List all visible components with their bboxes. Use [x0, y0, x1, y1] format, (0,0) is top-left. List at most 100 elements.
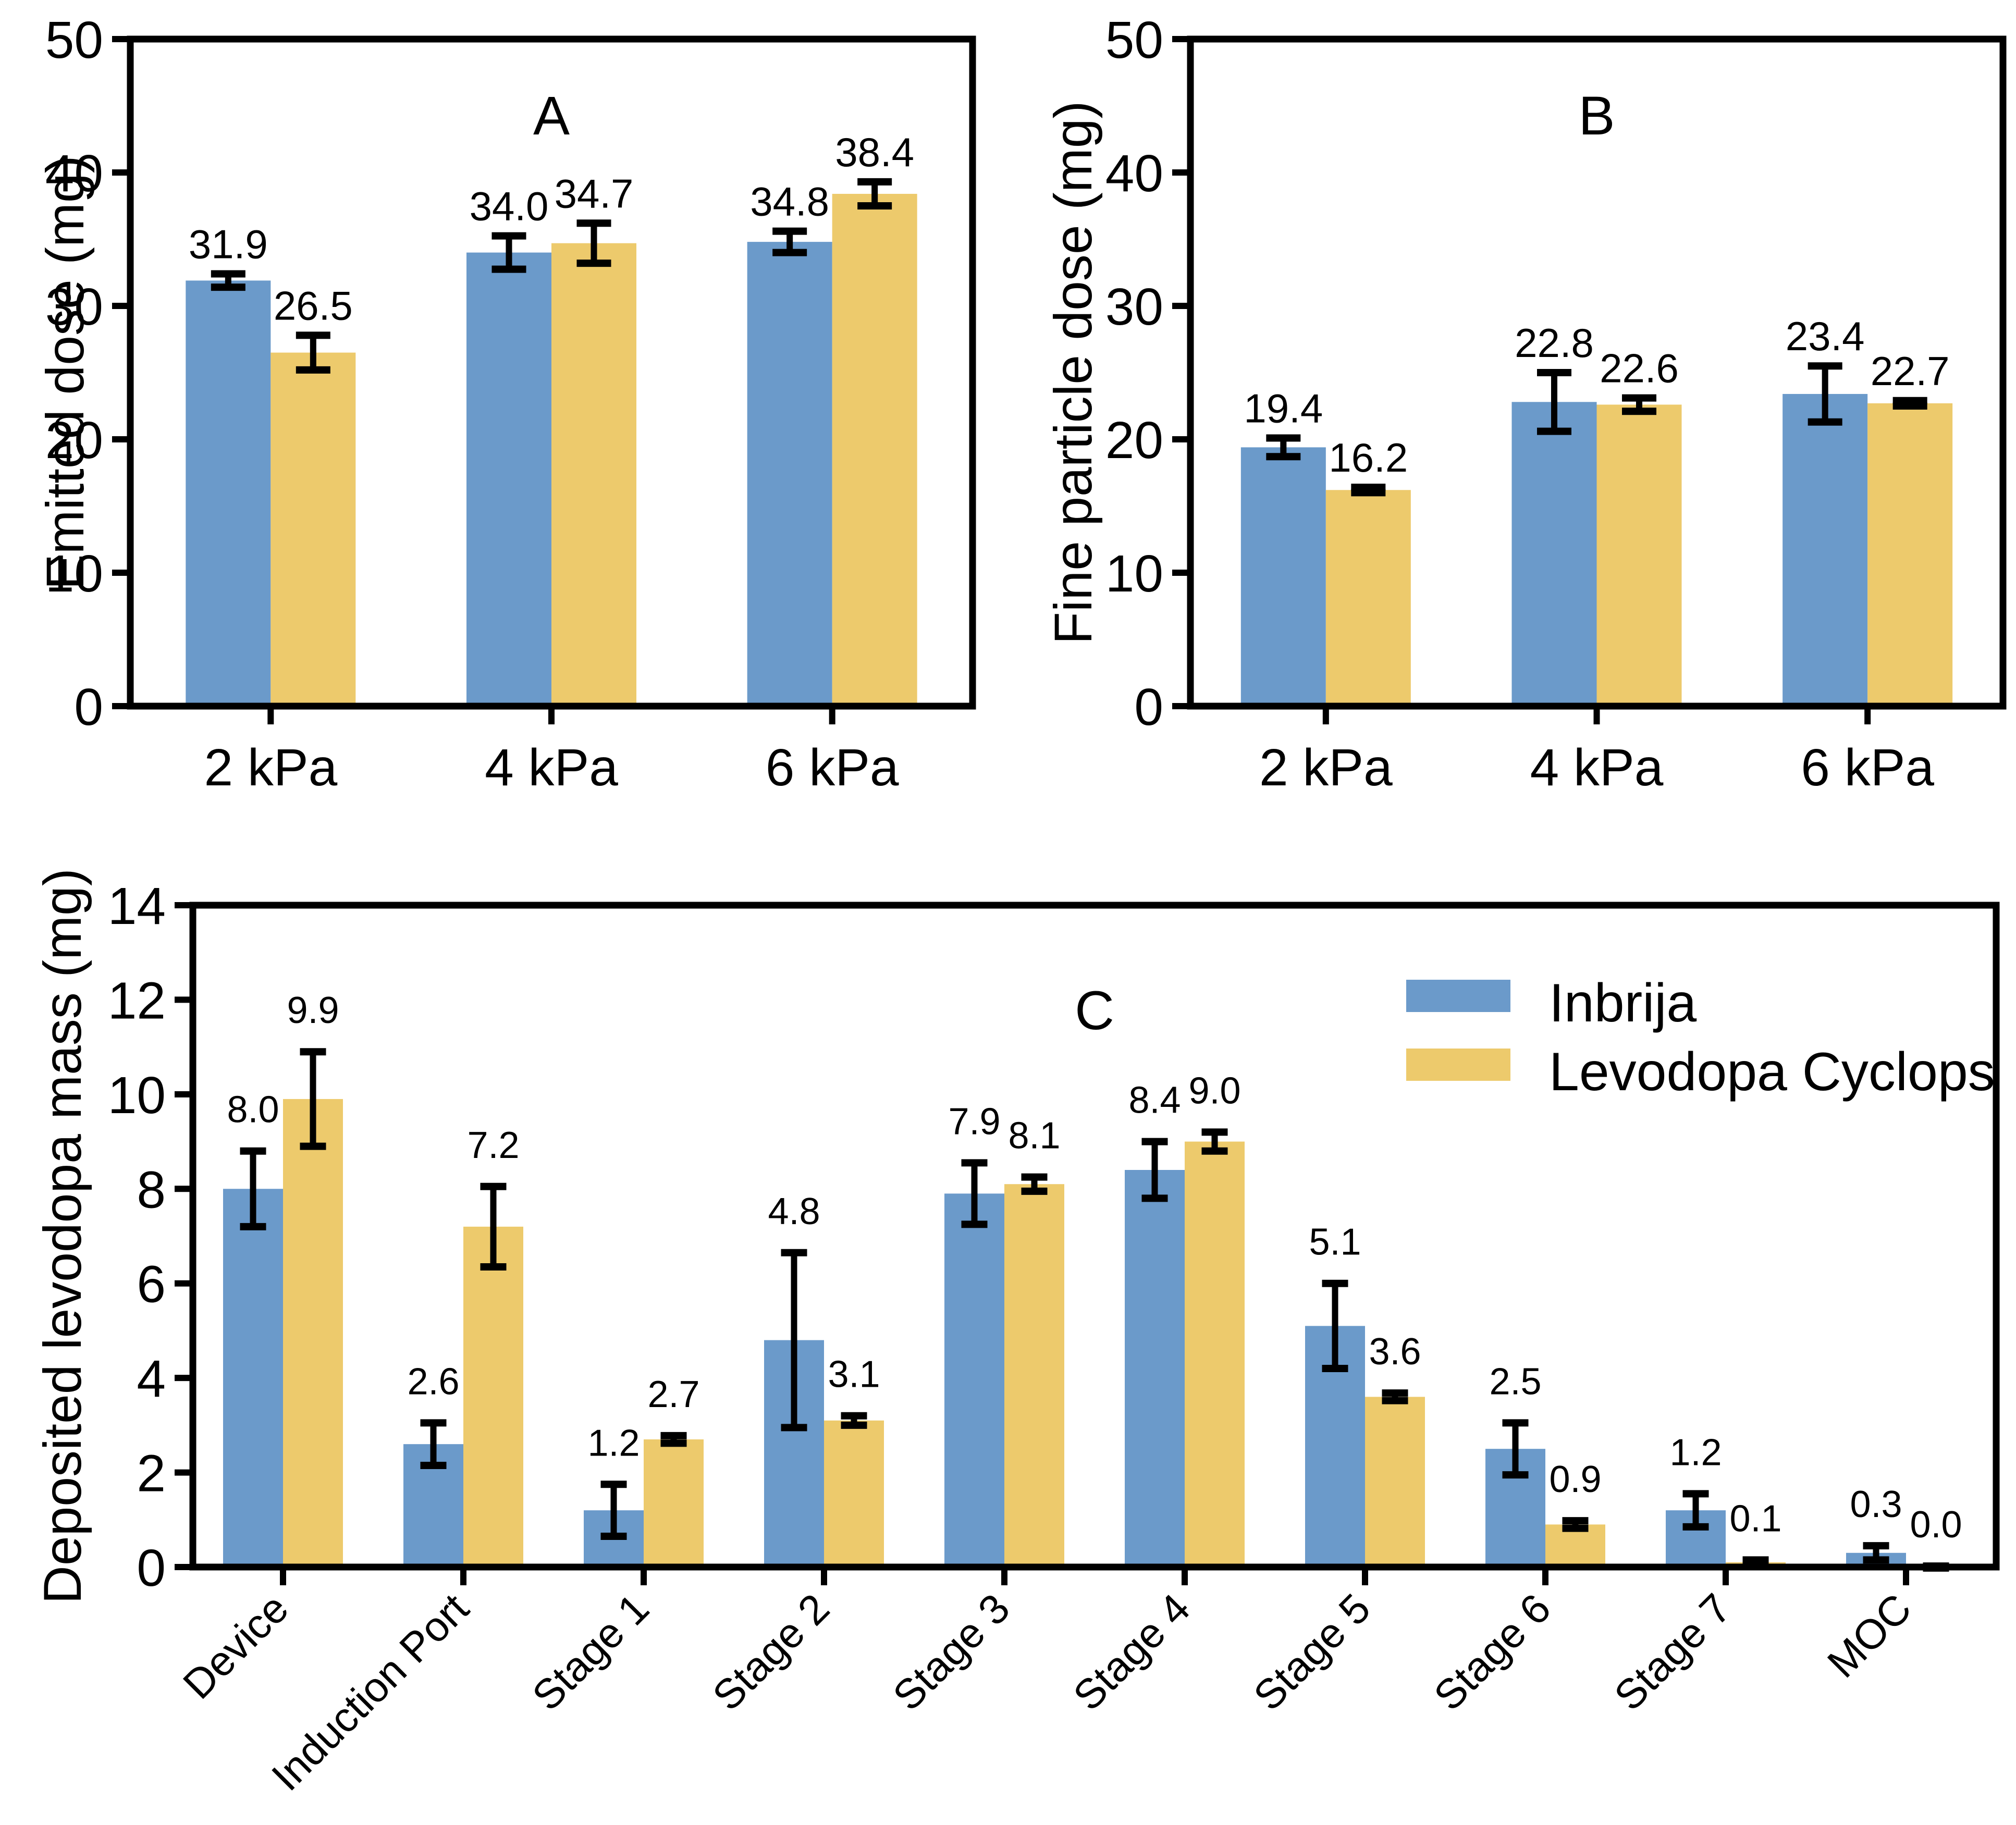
x-tick-label: Stage 5 — [1245, 1585, 1379, 1719]
panel-letter-A: A — [533, 85, 570, 146]
value-label: 4.8 — [768, 1191, 820, 1232]
x-tick-label: MOC — [1818, 1585, 1920, 1686]
error-bar — [1322, 1279, 1348, 1372]
x-axis-B: 2 kPa 4 kPa 6 kPa — [1259, 706, 1934, 797]
bar-inbrija-4 kPa — [1511, 402, 1597, 706]
x-tick-label: Stage 7 — [1605, 1585, 1740, 1719]
value-label: 16.2 — [1329, 435, 1408, 480]
y-axis-title-B: Fine particle dose (mg) — [1043, 101, 1103, 644]
x-tick-label: 4 kPa — [1530, 738, 1664, 797]
value-label: 22.6 — [1600, 346, 1679, 391]
bar-inbrija-2 kPa — [1240, 447, 1326, 706]
error-bar — [600, 1481, 627, 1540]
error-bar — [841, 1412, 867, 1429]
legend-swatch-inbrija — [1406, 980, 1510, 1012]
x-tick-label: Device — [174, 1585, 297, 1708]
bar-cyclops-Stage 2 — [824, 1420, 884, 1567]
bar-cyclops-Stage 4 — [1185, 1141, 1245, 1567]
value-label: 7.9 — [948, 1101, 1000, 1142]
error-bar — [300, 1048, 326, 1150]
svg-text:8: 8 — [137, 1161, 166, 1219]
value-label: 26.5 — [274, 282, 353, 328]
bar-cyclops-2 kPa — [271, 352, 356, 706]
value-label: 31.9 — [189, 221, 268, 267]
legend-swatch-cyclops — [1406, 1049, 1510, 1081]
x-tick-label: 6 kPa — [1801, 738, 1934, 797]
value-label: 0.3 — [1850, 1484, 1902, 1525]
error-bar — [1502, 1419, 1529, 1479]
x-tick-label: Stage 3 — [884, 1585, 1018, 1719]
panel-b-fine-particle-dose-chart: Fine particle dose (mg) 19.416.2 22.822.6 2… — [1043, 11, 2007, 797]
panel-letter-B: B — [1578, 85, 1615, 146]
error-bar — [240, 1147, 266, 1230]
svg-text:30: 30 — [45, 278, 103, 336]
error-bar — [772, 227, 807, 256]
panel-c-deposited-mass-chart: Deposited levodopa mass (mg) 8.0 9.9 2.6 7.2… — [33, 868, 2000, 1799]
error-bar — [660, 1432, 687, 1447]
bar-cyclops-Stage 1 — [644, 1439, 704, 1567]
panel-a-emitted-dose-chart: Emitted dose (mg) 31.926.5 34.0 34.7 34.838.… — [35, 11, 976, 797]
error-bar — [1141, 1138, 1168, 1202]
bar-cyclops-6 kPa — [1867, 403, 1953, 706]
error-bar — [1201, 1128, 1228, 1155]
error-bar — [576, 219, 611, 267]
bars-group-B: 19.416.2 22.822.6 23.422.7 — [1240, 313, 1953, 706]
value-label: 8.0 — [227, 1089, 279, 1131]
value-label: 22.7 — [1871, 348, 1950, 394]
svg-text:6: 6 — [137, 1255, 166, 1314]
y-axis-C: 0 2 4 6 8 10 12 14 — [108, 877, 193, 1597]
x-tick-label: Stage 1 — [523, 1585, 658, 1719]
value-label: 34.0 — [470, 183, 549, 229]
value-label: 23.4 — [1786, 313, 1865, 359]
value-label: 8.4 — [1128, 1080, 1181, 1121]
svg-text:40: 40 — [1105, 144, 1163, 203]
value-label: 7.2 — [467, 1125, 519, 1166]
error-bar — [1808, 362, 1842, 426]
x-axis-A: 2 kPa 4 kPa 6 kPa — [204, 706, 899, 797]
value-label: 9.9 — [287, 990, 339, 1031]
y-axis-title-A: Emitted dose (mg) — [35, 155, 95, 589]
bar-cyclops-Device — [283, 1099, 343, 1567]
value-label: 5.1 — [1309, 1222, 1361, 1263]
svg-text:40: 40 — [45, 144, 103, 203]
y-axis-title-C: Deposited levodopa mass (mg) — [33, 868, 92, 1604]
bar-inbrija-Stage 4 — [1125, 1170, 1185, 1567]
error-bar — [296, 331, 330, 374]
value-label: 0.9 — [1549, 1459, 1601, 1500]
x-tick-label: 2 kPa — [204, 738, 337, 797]
value-label: 0.1 — [1729, 1498, 1781, 1539]
bar-inbrija-Stage 3 — [944, 1193, 1004, 1567]
bar-cyclops-6 kPa — [832, 193, 917, 707]
error-bar — [1537, 369, 1571, 435]
legend: Inbrija Levodopa Cyclops — [1406, 973, 1995, 1102]
error-bar — [1562, 1517, 1589, 1532]
error-bar — [1021, 1173, 1048, 1195]
value-label: 19.4 — [1244, 385, 1323, 431]
legend-label: Levodopa Cyclops — [1549, 1042, 1995, 1102]
svg-text:10: 10 — [45, 545, 103, 603]
bars-group-A: 31.926.5 34.0 34.7 34.838.4 — [186, 129, 917, 707]
svg-text:50: 50 — [1105, 11, 1163, 69]
y-axis-A: 0 10 20 30 40 50 — [45, 11, 130, 736]
error-bar — [1622, 394, 1656, 415]
bar-cyclops-4 kPa — [1596, 404, 1682, 706]
value-label: 3.1 — [828, 1354, 880, 1396]
error-bar — [480, 1182, 507, 1271]
svg-text:14: 14 — [108, 877, 166, 935]
error-bar — [1382, 1389, 1408, 1404]
svg-text:50: 50 — [45, 11, 103, 69]
value-label: 2.5 — [1489, 1361, 1541, 1402]
value-label: 8.1 — [1008, 1115, 1060, 1157]
error-bar — [1266, 434, 1301, 461]
x-tick-label: Stage 2 — [704, 1585, 838, 1719]
value-label: 1.2 — [587, 1422, 640, 1464]
bars-group-C: 8.09.92.67.21.22.74.83.17.9 8.18.4 9.05.13… — [223, 990, 1962, 1572]
error-bar — [1351, 484, 1386, 497]
bar-inbrija-6 kPa — [747, 242, 832, 706]
value-label: 34.7 — [555, 170, 634, 216]
bar-inbrija-2 kPa — [186, 280, 271, 706]
value-label: 22.8 — [1515, 320, 1594, 366]
value-label: 1.2 — [1669, 1432, 1722, 1473]
svg-text:2: 2 — [137, 1445, 166, 1503]
